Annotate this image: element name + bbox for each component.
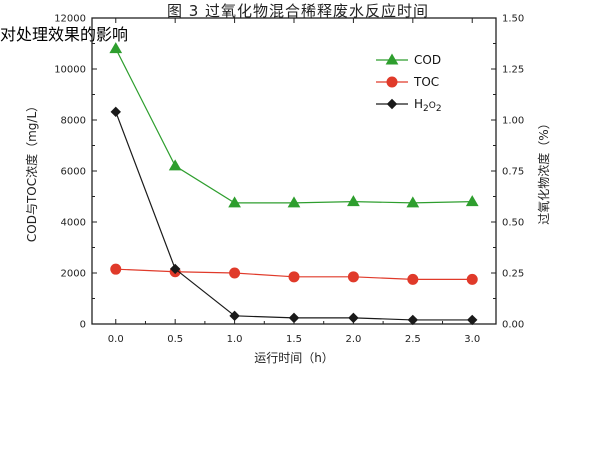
series-toc (110, 263, 478, 285)
series-h2o2 (110, 106, 478, 326)
y-right-tick-label: 1.00 (502, 116, 524, 127)
y-left-tick-label: 6000 (61, 167, 86, 178)
y-left-tick-label: 12000 (54, 14, 86, 25)
x-axis-title: 运行时间（h） (254, 351, 334, 365)
y-right-axis-title: 过氧化物浓度（%） (536, 117, 551, 224)
y-left-tick-label: 4000 (61, 218, 86, 229)
series-h2o2-point (467, 314, 478, 326)
y-left-tick-label: 10000 (54, 65, 86, 76)
legend-label-cod: COD (414, 53, 441, 67)
y-right-tick-label: 1.25 (502, 65, 524, 76)
series-toc-point (110, 263, 122, 275)
series-cod-point (465, 195, 479, 207)
series-layer (109, 42, 479, 326)
y-right-tick-label: 1.50 (502, 14, 524, 25)
legend: COD TOC H2O2 (376, 53, 442, 114)
series-cod-line (115, 48, 473, 204)
series-toc-point (288, 271, 300, 283)
x-tick-label: 0.0 (108, 334, 124, 345)
legend-label-h2o2: H2O2 (414, 97, 442, 114)
series-cod-point (168, 159, 182, 171)
legend-marker-h2o2 (386, 98, 398, 110)
y-right-tick-label: 0.75 (502, 167, 524, 178)
series-h2o2-point (169, 263, 181, 275)
y-right-tick-label: 0.25 (502, 269, 524, 280)
y-right-tick-label: 0.00 (502, 320, 524, 331)
series-cod-point (109, 42, 123, 54)
series-h2o2-point (348, 312, 359, 324)
x-tick-label: 1.5 (286, 334, 302, 345)
series-h2o2-line (115, 111, 473, 321)
x-tick-label: 0.5 (167, 334, 183, 345)
y-right-tick-label: 0.50 (502, 218, 524, 229)
series-toc-point (466, 273, 478, 285)
axes: 0.0 0.5 1.0 1.5 2.0 2.5 3.0 0 2000 4000 6000 8000 10… (24, 14, 551, 366)
series-h2o2-point (229, 310, 240, 322)
legend-marker-cod (385, 53, 399, 65)
legend-marker-toc (386, 76, 398, 88)
figure-caption-line-1: 图 3 过氧化物混合稀释废水反应时间 (0, 0, 596, 21)
series-h2o2-point (288, 312, 300, 324)
y-left-tick-label: 8000 (61, 116, 86, 127)
series-toc-point (407, 273, 419, 285)
series-toc-point (229, 267, 241, 279)
y-left-tick-label: 2000 (61, 269, 86, 280)
series-cod-point (347, 195, 360, 207)
x-tick-label: 2.5 (405, 334, 421, 345)
series-cod-point (287, 196, 301, 208)
caption-text-1: 图 3 过氧化物混合稀释废水反应时间 (166, 2, 430, 20)
series-cod-point (406, 196, 420, 208)
x-tick-label: 2.0 (345, 334, 361, 345)
series-h2o2-point (110, 106, 121, 118)
x-tick-label: 3.0 (464, 334, 480, 345)
figure-caption-line-2: 对处理效果的影响 (0, 21, 596, 45)
series-toc-point (347, 271, 359, 283)
series-cod (109, 42, 479, 208)
series-h2o2-point (407, 314, 419, 326)
y-left-tick-label: 0 (80, 320, 86, 331)
y-left-axis-title: COD与TOC浓度（mg/L） (24, 100, 39, 242)
dual-axis-line-chart: 0.0 0.5 1.0 1.5 2.0 2.5 3.0 0 2000 4000 6000 8000 10… (24, 14, 551, 366)
x-tick-label: 1.0 (227, 334, 243, 345)
legend-label-toc: TOC (413, 75, 439, 89)
caption-text-2: 对处理效果的影响 (0, 25, 129, 44)
series-cod-point (228, 196, 241, 208)
